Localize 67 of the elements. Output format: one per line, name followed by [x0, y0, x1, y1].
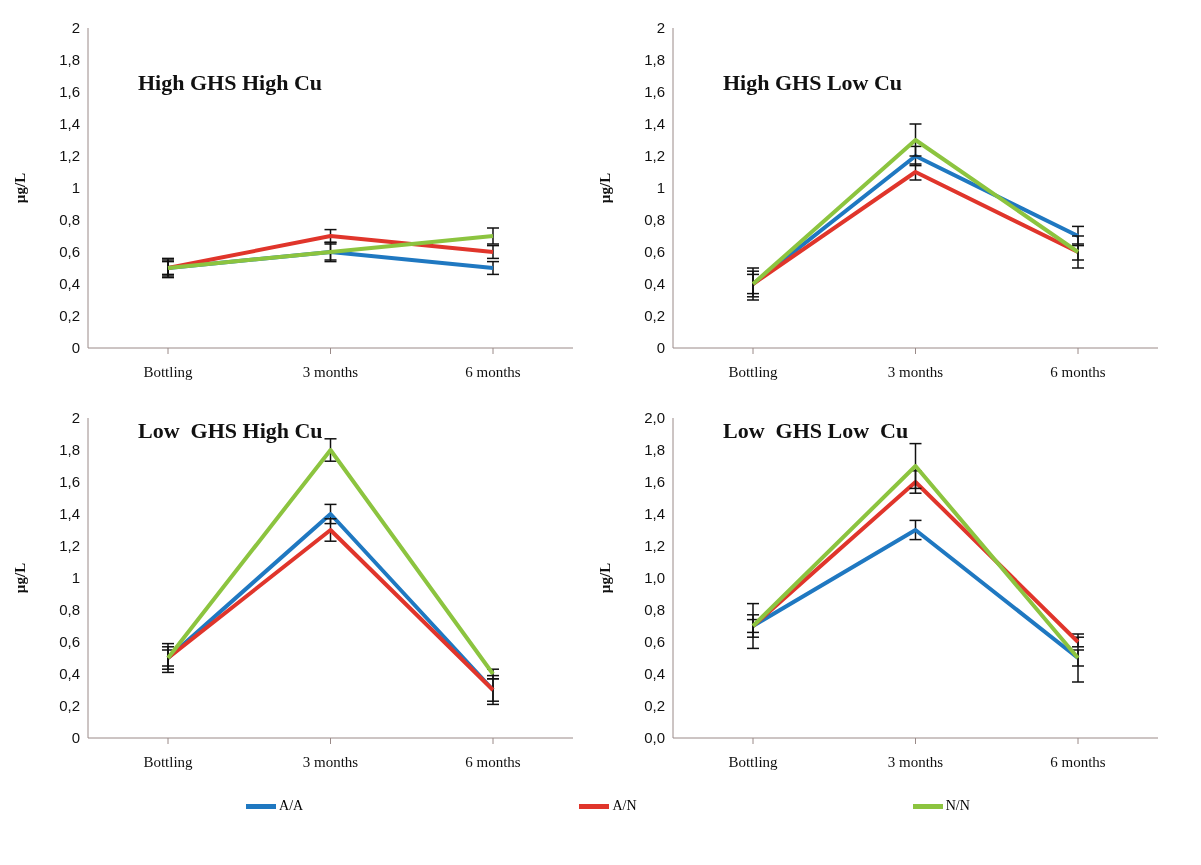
text: High GHS Low Cu [723, 70, 903, 96]
y-tick-label: 0,2 [59, 307, 80, 325]
x-tick-label: 3 months [302, 363, 359, 380]
y-tick-label: 0,6 [59, 243, 80, 261]
y-tick-label: 0,2 [59, 697, 80, 715]
legend-label: A/N [612, 798, 637, 814]
y-tick-label: 0,2 [644, 697, 665, 715]
y-tick-label: 1 [71, 179, 80, 197]
x-tick-label: 3 months [887, 753, 944, 770]
chart-title: Low GHS High Cu [138, 418, 323, 444]
y-tick-label: 1 [71, 569, 80, 587]
x-tick-label: 6 months [465, 753, 521, 770]
y-tick-label: 1,6 [59, 83, 80, 101]
y-tick-label: 0,8 [644, 211, 665, 229]
y-tick-label: 1,8 [644, 51, 665, 69]
y-tick-label: 1,4 [644, 115, 665, 133]
x-tick-label: Bottling [143, 363, 194, 380]
y-tick-label: 0,4 [59, 665, 80, 683]
y-tick-label: 1,2 [59, 537, 80, 555]
y-tick-label: 1,6 [644, 83, 665, 101]
x-tick-label: 3 months [302, 753, 359, 770]
legend-label: A/A [279, 798, 304, 814]
y-tick-label: 0,4 [59, 275, 80, 293]
x-tick-label: Bottling [728, 363, 779, 380]
y-tick-label: 1,2 [644, 537, 665, 555]
y-tick-label: 0,8 [59, 601, 80, 619]
y-tick-label: 2 [656, 19, 665, 37]
y-tick-label: 2 [71, 409, 80, 427]
y-tick-label: 1,6 [59, 473, 80, 491]
y-tick-label: 0 [71, 339, 80, 357]
chart-title: Low GHS Low Cu [723, 418, 909, 444]
y-tick-label: 0,0 [644, 729, 665, 747]
y-tick-label: 1,0 [644, 569, 665, 587]
y-tick-label: 2,0 [644, 409, 665, 427]
y-tick-label: 2 [71, 19, 80, 37]
y-tick-label: 0,6 [644, 633, 665, 651]
x-tick-label: Bottling [728, 753, 779, 770]
x-tick-label: 3 months [887, 363, 944, 380]
y-tick-label: 1,4 [59, 505, 80, 523]
y-tick-label: 0,6 [59, 633, 80, 651]
y-tick-label: 0,4 [644, 275, 665, 293]
y-tick-label: 1,8 [59, 441, 80, 459]
x-tick-label: 6 months [465, 363, 521, 380]
x-tick-label: 6 months [1050, 753, 1106, 770]
y-tick-label: 0,2 [644, 307, 665, 325]
y-tick-label: 1,8 [644, 441, 665, 459]
y-tick-label: 0,8 [59, 211, 80, 229]
x-tick-label: Bottling [143, 753, 194, 770]
y-tick-label: 1,4 [644, 505, 665, 523]
y-axis-title: µg/L [597, 172, 614, 204]
y-tick-label: 0 [656, 339, 665, 357]
y-axis-title: µg/L [12, 562, 29, 594]
x-tick-label: 6 months [1050, 363, 1106, 380]
y-axis-title: µg/L [597, 562, 614, 594]
y-tick-label: 1,2 [59, 147, 80, 165]
y-axis-title: µg/L [12, 172, 29, 204]
y-tick-label: 0,8 [644, 601, 665, 619]
legend-label: N/N [945, 798, 970, 814]
y-tick-label: 1,8 [59, 51, 80, 69]
y-tick-label: 1 [656, 179, 665, 197]
y-tick-label: 0,6 [644, 243, 665, 261]
text: High GHS High Cu [138, 70, 323, 96]
y-tick-label: 0,4 [644, 665, 665, 683]
y-tick-label: 1,2 [644, 147, 665, 165]
y-tick-label: 1,4 [59, 115, 80, 133]
y-tick-label: 0 [71, 729, 80, 747]
y-tick-label: 1,6 [644, 473, 665, 491]
